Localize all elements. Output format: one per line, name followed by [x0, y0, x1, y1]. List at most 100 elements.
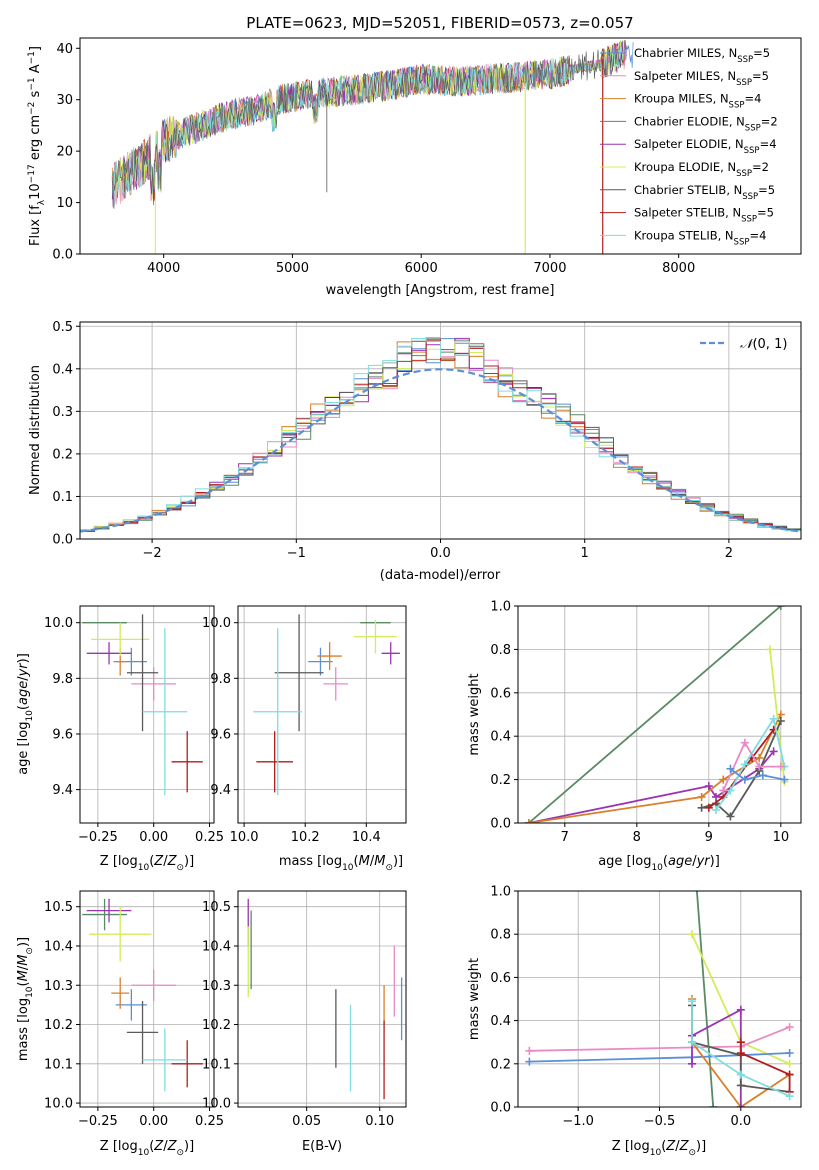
- weight-marker: [736, 1038, 745, 1047]
- label-part: M: [374, 854, 385, 869]
- y-tick-label: 10.2: [202, 1018, 231, 1033]
- legend-label: Kroupa ELODIE, NSSP=2: [634, 160, 769, 179]
- x-axis-label: E(B-V): [302, 1139, 342, 1154]
- weight-marker: [726, 786, 735, 795]
- y-tick-label: 10.5: [44, 900, 73, 915]
- y-tick-label: 0.8: [490, 928, 511, 943]
- y-tick-label: 40: [56, 42, 73, 57]
- x-tick-label: 10.0: [230, 830, 259, 845]
- x-tick-label: 0.00: [139, 830, 168, 845]
- y-tick-label: 10.1: [202, 1057, 231, 1072]
- y-tick-label: 1.0: [490, 600, 511, 615]
- y-tick-label: 10.0: [44, 1097, 73, 1112]
- weight-marker: [785, 1023, 794, 1032]
- x-tick-label: −0.25: [78, 830, 118, 845]
- x-tick-label: 9: [705, 830, 713, 845]
- x-axis-label: mass [log10(M/M⊙)]: [279, 854, 403, 873]
- weight-line: [691, 1001, 790, 1098]
- y-axis-label: mass weight: [467, 673, 482, 755]
- legend-text: Chabrier STELIB, N: [634, 183, 742, 197]
- weight-marker: [709, 1103, 718, 1107]
- label-part: s: [28, 90, 43, 101]
- label-part: age: [668, 854, 692, 869]
- label-part: 10: [342, 863, 354, 873]
- legend-text: Chabrier ELODIE, N: [634, 114, 745, 128]
- x-tick-label: −0.25: [78, 1114, 118, 1129]
- weight-marker: [524, 819, 533, 823]
- weight-marker: [776, 717, 785, 726]
- weight-line: [769, 649, 786, 782]
- weight-marker: [740, 738, 749, 747]
- weight-marker: [525, 1057, 534, 1066]
- panel-mass_vs_ebv: 0.05 0.10 10.0 10.1 10.2 10.3 10.4 10.5 E(B-V): [202, 890, 407, 1154]
- weight-marker: [758, 771, 767, 780]
- legend-tail: =5: [753, 46, 770, 60]
- x-tick-label: 0.05: [292, 1114, 321, 1129]
- x-axis-label: Z [log10(Z/Z⊙)]: [100, 1139, 194, 1158]
- y-tick-label: 10.4: [202, 939, 231, 954]
- weight-marker: [755, 762, 764, 771]
- y-tick-label: 0.0: [52, 533, 73, 548]
- legend-sub: SSP: [742, 192, 758, 202]
- y-tick-label: 0.0: [490, 817, 511, 832]
- legend-text: Salpeter MILES, N: [634, 69, 736, 83]
- label-part: /: [163, 1139, 168, 1154]
- weight-marker: [740, 775, 749, 784]
- y-tick-label: 20: [56, 145, 73, 160]
- label-part: mass [: [279, 854, 322, 869]
- label-part: Z: [167, 1139, 178, 1154]
- label-part: Flux [f: [28, 205, 43, 246]
- x-axis-label: (data-model)/error: [380, 568, 501, 583]
- label-part: 10: [651, 863, 663, 873]
- y-tick-label: 0.0: [490, 1101, 511, 1116]
- weight-marker: [704, 782, 713, 791]
- weight-marker: [697, 803, 706, 812]
- label-part: (: [354, 854, 359, 869]
- legend-label: Salpeter STELIB, NSSP=5: [634, 206, 774, 225]
- weight-marker: [776, 762, 785, 771]
- label-part: age [: [16, 741, 31, 774]
- label-part: 10: [25, 710, 35, 722]
- y-tick-label: 30: [56, 93, 73, 108]
- plot-area: [82, 898, 203, 1092]
- label-part: M: [16, 970, 31, 981]
- legend-tail: =5: [752, 69, 769, 83]
- legend-text: Salpeter ELODIE, N: [634, 137, 744, 151]
- label-part: Z: [167, 854, 178, 869]
- label-part: mass [: [16, 1018, 31, 1061]
- label-part: 10: [650, 1148, 662, 1158]
- x-tick-label: 0.10: [365, 1114, 394, 1129]
- y-tick-label: 10.3: [202, 979, 231, 994]
- label-part: (: [149, 854, 154, 869]
- legend-text: Chabrier MILES, N: [634, 46, 737, 60]
- x-tick-label: 2: [725, 546, 733, 561]
- legend-tail: =4: [749, 228, 766, 242]
- legend-label: Chabrier ELODIE, NSSP=2: [634, 114, 778, 133]
- y-tick-label: 10.0: [202, 616, 231, 631]
- legend-text: Kroupa MILES, N: [634, 92, 729, 106]
- y-tick-label: 10.4: [44, 939, 73, 954]
- x-tick-label: −2: [143, 546, 162, 561]
- label-part: (: [661, 1139, 666, 1154]
- label-part: −17: [27, 164, 37, 183]
- label-part: 10: [138, 863, 150, 873]
- y-tick-label: 0.5: [52, 320, 73, 335]
- x-tick-label: 7000: [533, 261, 566, 276]
- label-part: /: [692, 854, 697, 869]
- y-tick-label: 0.2: [490, 773, 511, 788]
- legend: Chabrier MILES, N SSP =5 Salpeter MILES, N S…: [600, 46, 778, 247]
- y-tick-label: 9.6: [210, 727, 231, 742]
- x-tick-label: 5000: [276, 261, 309, 276]
- label-part: Z: [153, 1139, 164, 1154]
- x-tick-label: 8000: [662, 261, 695, 276]
- label-part: 10: [138, 1148, 150, 1158]
- weight-line: [695, 891, 715, 1107]
- weight-marker: [776, 606, 785, 610]
- label-part: log: [118, 854, 138, 869]
- weight-marker: [766, 645, 775, 654]
- legend: 𝒩(0, 1): [700, 337, 787, 352]
- y-tick-label: 0.1: [52, 490, 73, 505]
- label-part: A: [28, 64, 43, 77]
